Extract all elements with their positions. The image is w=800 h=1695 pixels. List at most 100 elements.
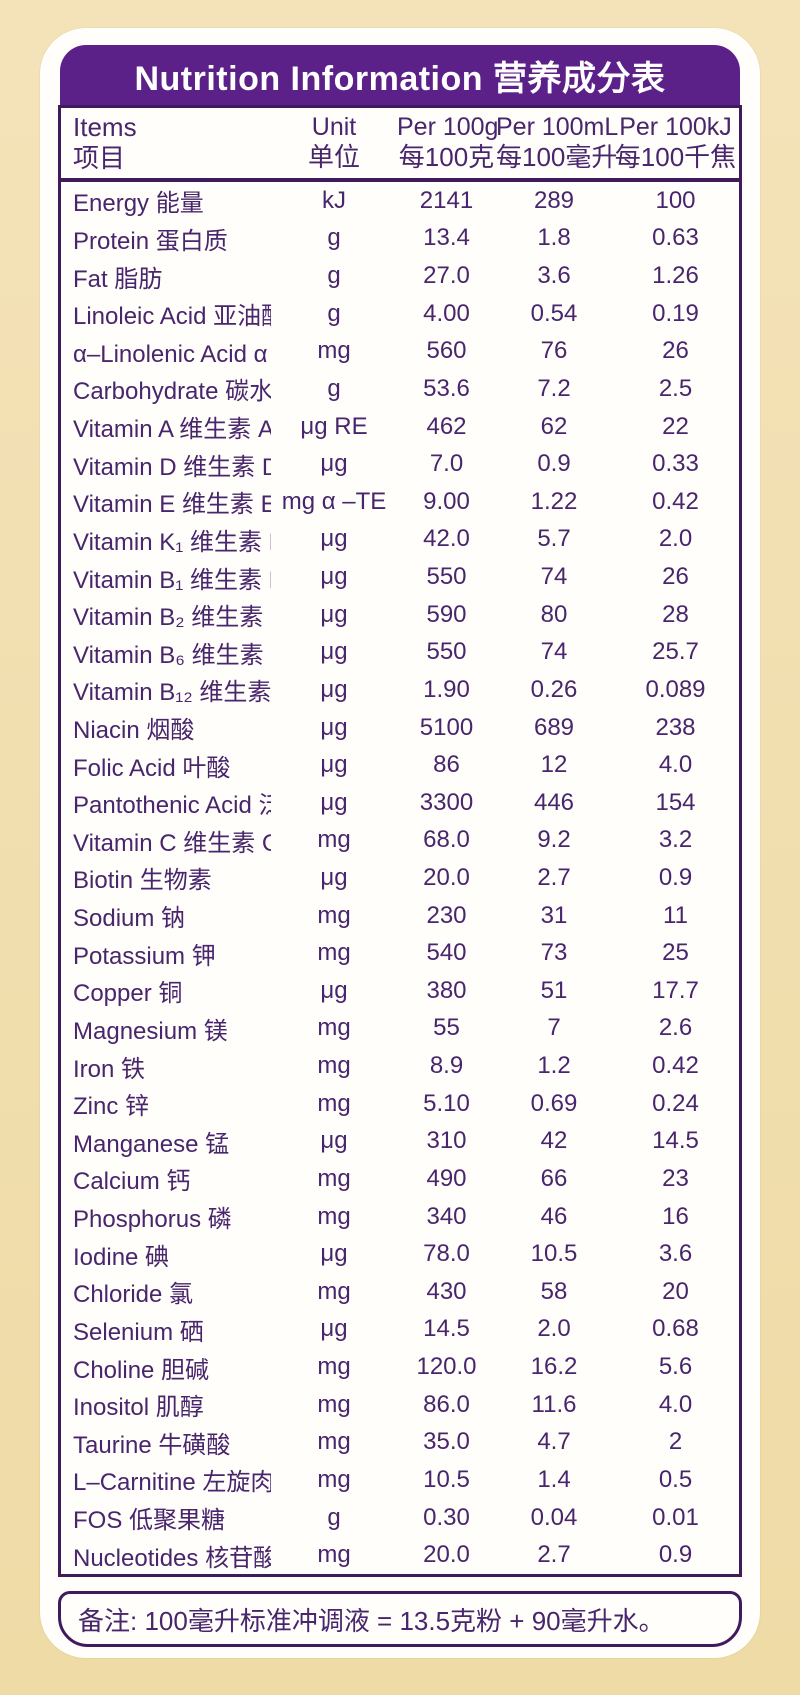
item-label: Energy 能量 (73, 190, 204, 218)
unit-value: mg (317, 1014, 351, 1042)
per-100g-value: 4.00 (423, 299, 470, 327)
per-100kj-value: 2.6 (658, 1014, 693, 1042)
per-100g-value: 68.0 (423, 826, 470, 854)
unit-value: g (327, 262, 341, 290)
unit-value: mg (317, 1541, 351, 1569)
per-100ml-value: 66 (540, 1164, 568, 1192)
unit-value: mg (317, 1202, 351, 1230)
per-100kj-value: 22 (662, 412, 689, 440)
unit-value: μg (320, 863, 348, 891)
per-100g-value: 5.10 (423, 1089, 470, 1117)
unit-value: mg (317, 901, 351, 929)
item-label: Iron 铁 (73, 1055, 146, 1083)
per-100g-value: 35.0 (423, 1428, 470, 1456)
unit-value: μg RE (300, 412, 368, 440)
item-label: Zinc 锌 (73, 1093, 150, 1121)
per-100g-value: 550 (426, 563, 467, 591)
column-header-per100g: Per 100g 每100克 (397, 112, 498, 173)
per-100kj-value: 0.33 (652, 450, 699, 478)
per-100g-value: 5100 (419, 713, 474, 741)
per-100g-value: 550 (426, 638, 467, 666)
item-label: Magnesium 镁 (73, 1017, 228, 1045)
column-header-items-en: Items (73, 111, 137, 142)
per-100kj-value: 3.2 (658, 826, 693, 854)
per-100g-value: 55 (433, 1014, 460, 1042)
per-100kj-value: 26 (662, 337, 689, 365)
per-100kj-value: 0.68 (652, 1315, 699, 1343)
column-header-per100kj-zh: 每100千焦 (614, 142, 737, 173)
column-header-per100g-zh: 每100克 (398, 142, 495, 173)
per-100kj-value: 20 (662, 1277, 689, 1305)
per-100kj-value: 0.42 (652, 1052, 699, 1080)
per-100kj-value: 2.5 (658, 374, 693, 402)
per-100g-value: 230 (426, 901, 467, 929)
item-label: FOS 低聚果糖 (73, 1507, 226, 1535)
item-label: Selenium 硒 (73, 1318, 204, 1346)
per-100ml-value: 2.7 (537, 863, 571, 891)
per-100g-value: 20.0 (423, 863, 470, 891)
item-label: Vitamin E 维生素 E (73, 491, 271, 519)
per-100g-value: 462 (426, 412, 467, 440)
per-100g-value: 560 (426, 337, 467, 365)
unit-value: μg (320, 600, 348, 628)
per-100ml-value: 1.4 (537, 1465, 571, 1493)
item-label: Copper 铜 (73, 980, 183, 1008)
per-100kj-value: 17.7 (652, 976, 699, 1004)
per-100kj-value: 14.5 (652, 1127, 699, 1155)
per-100g-value: 310 (426, 1127, 467, 1155)
table-row: Vitamin D 维生素 D μg 7.0 0.9 0.33 (61, 445, 739, 483)
per-100kj-value: 1.26 (652, 262, 699, 290)
table-row: Sodium 钠 mg 230 31 11 (61, 897, 739, 935)
per-100kj-value: 11 (663, 901, 688, 929)
item-label: Protein 蛋白质 (73, 227, 228, 255)
item-label: Vitamin B₁₂ 维生素 B₁₂ (73, 679, 271, 707)
column-header-per100kj-en: Per 100kJ (619, 113, 732, 142)
item-label: Phosphorus 磷 (73, 1206, 232, 1234)
column-header-unit-zh: 单位 (307, 142, 360, 173)
per-100g-value: 1.90 (423, 675, 470, 703)
unit-value: μg (320, 713, 348, 741)
label-card: Nutrition Information 营养成分表 Items 项目 Uni… (40, 28, 760, 1658)
per-100ml-value: 7 (547, 1014, 561, 1042)
per-100g-value: 20.0 (423, 1541, 470, 1569)
per-100ml-value: 0.04 (530, 1503, 578, 1531)
table-row: Vitamin B₁ 维生素 B₁ μg 550 74 26 (61, 558, 739, 596)
table-row: Chloride 氯 mg 430 58 20 (61, 1273, 739, 1311)
item-label: Inositol 肌醇 (73, 1394, 204, 1422)
per-100kj-value: 4.0 (658, 1390, 693, 1418)
per-100ml-value: 689 (533, 713, 575, 741)
unit-value: μg (320, 638, 348, 666)
unit-value: g (327, 224, 341, 252)
unit-value: mg (317, 1465, 351, 1493)
per-100g-value: 42.0 (423, 525, 470, 553)
table-row: Fat 脂肪 g 27.0 3.6 1.26 (61, 257, 739, 295)
unit-value: kJ (322, 186, 346, 214)
table-row: Protein 蛋白质 g 13.4 1.8 0.63 (61, 220, 739, 258)
per-100ml-value: 0.26 (530, 675, 578, 703)
table-row: Copper 铜 μg 380 51 17.7 (61, 972, 739, 1010)
per-100kj-value: 0.9 (658, 1541, 693, 1569)
per-100g-value: 490 (426, 1164, 467, 1192)
item-label: Vitamin B₁ 维生素 B₁ (73, 566, 271, 594)
item-label: Folic Acid 叶酸 (73, 754, 231, 782)
unit-value: μg (320, 751, 348, 779)
item-label: Linoleic Acid 亚油酸 (73, 303, 271, 331)
per-100g-value: 86 (433, 751, 460, 779)
per-100ml-value: 58 (540, 1277, 568, 1305)
title-band: Nutrition Information 营养成分表 (60, 45, 740, 105)
per-100kj-value: 0.089 (645, 675, 706, 703)
page-title: Nutrition Information 营养成分表 (134, 59, 666, 98)
unit-value: μg (320, 1127, 348, 1155)
unit-value: μg (320, 450, 348, 478)
table-row: Vitamin B₁₂ 维生素 B₁₂ μg 1.90 0.26 0.089 (61, 671, 739, 709)
table-row: Biotin 生物素 μg 20.0 2.7 0.9 (61, 859, 739, 897)
item-label: Chloride 氯 (73, 1281, 194, 1309)
table-row: Zinc 锌 mg 5.10 0.69 0.24 (61, 1085, 739, 1123)
table-row: Iodine 碘 μg 78.0 10.5 3.6 (61, 1235, 739, 1273)
per-100g-value: 9.00 (423, 487, 470, 515)
table-row: Inositol 肌醇 mg 86.0 11.6 4.0 (61, 1386, 739, 1424)
per-100g-value: 380 (426, 976, 467, 1004)
per-100ml-value: 80 (540, 600, 568, 628)
table-row: Iron 铁 mg 8.9 1.2 0.42 (61, 1047, 739, 1085)
